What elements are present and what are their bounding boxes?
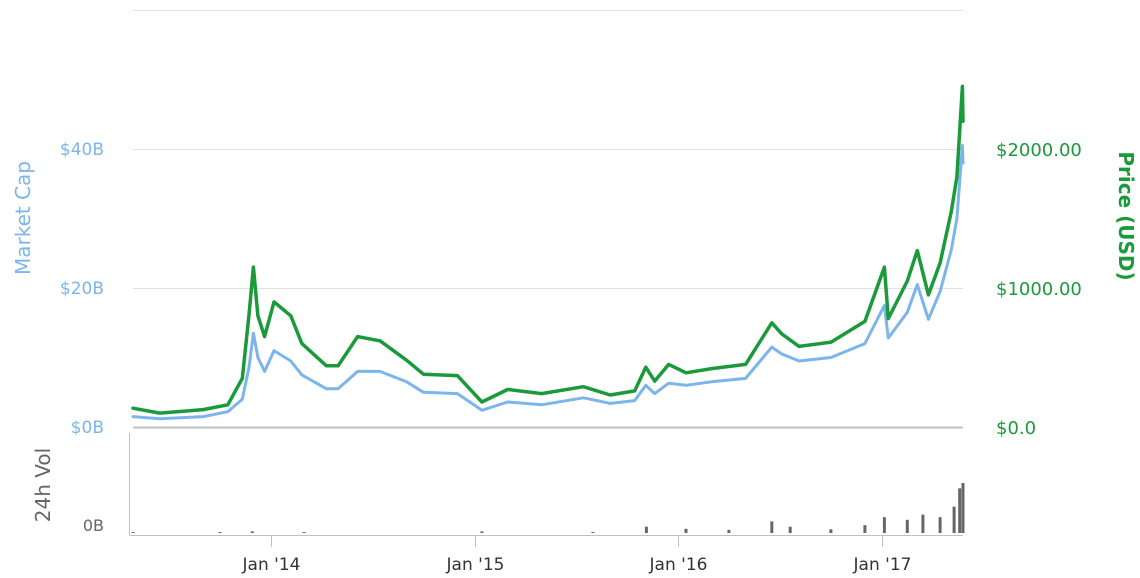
x-tick-label-1: Jan '15 — [446, 555, 505, 575]
y-left-tick-label-0: $0B — [71, 418, 104, 438]
series-layer — [131, 84, 965, 421]
y-axis-left-title: Market Cap — [11, 161, 35, 275]
volume-bar-6 — [644, 526, 648, 533]
volume-bar-18 — [958, 488, 962, 533]
series-line-1 — [131, 84, 965, 415]
volume-bar-3 — [302, 532, 306, 533]
volume-tick-label-0: 0B — [83, 516, 104, 535]
y-left-tick-label-2: $40B — [60, 140, 104, 160]
volume-bar-10 — [788, 526, 792, 533]
volume-bar-5 — [591, 531, 595, 533]
x-tick-label-0: Jan '14 — [242, 555, 301, 575]
volume-bar-8 — [727, 529, 731, 533]
volume-bar-15 — [921, 514, 925, 533]
volume-bar-16 — [938, 517, 942, 533]
y-right-tick-label-0: $0.0 — [996, 418, 1036, 439]
volume-bar-14 — [905, 519, 909, 533]
volume-bar-11 — [829, 529, 833, 533]
volume-bar-4 — [480, 531, 484, 533]
tick-labels: Jan '14 Jan '15 Jan '16 Jan '17 $0B $20B $40B $… — [60, 140, 1082, 575]
series-line-0 — [131, 144, 965, 421]
volume-bar-2 — [250, 531, 254, 533]
volume-bar-17 — [952, 506, 956, 533]
volume-bar-19 — [961, 483, 965, 533]
grid-lines — [133, 10, 963, 429]
y-right-tick-label-2: $2000.00 — [996, 140, 1082, 161]
volume-bar-1 — [218, 532, 222, 533]
volume-bars — [131, 483, 965, 533]
y-right-tick-label-1: $1000.00 — [996, 279, 1082, 300]
y-axis-right-title: Price (USD) — [1114, 151, 1138, 280]
volume-bar-7 — [684, 528, 688, 533]
y-left-tick-label-1: $20B — [60, 279, 104, 299]
axes — [129, 433, 963, 547]
volume-bar-9 — [770, 521, 774, 533]
x-tick-label-3: Jan '17 — [853, 555, 912, 575]
volume-bar-0 — [131, 532, 135, 533]
volume-axis-title: 24h Vol — [31, 448, 55, 522]
volume-bar-12 — [863, 525, 867, 533]
volume-bar-13 — [882, 517, 886, 533]
x-tick-label-2: Jan '16 — [649, 555, 708, 575]
